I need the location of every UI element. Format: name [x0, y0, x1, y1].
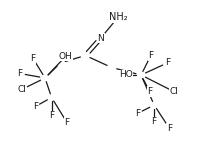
Text: F: F	[64, 118, 69, 127]
Text: F: F	[148, 51, 153, 60]
Text: F: F	[33, 102, 38, 111]
Text: Cl: Cl	[169, 87, 178, 96]
Text: F: F	[167, 124, 172, 133]
Text: F: F	[17, 69, 23, 78]
Text: F: F	[135, 109, 140, 118]
Text: Cl: Cl	[18, 85, 27, 94]
Text: F: F	[49, 111, 54, 120]
Text: OH: OH	[59, 52, 73, 61]
Text: HO: HO	[119, 71, 133, 80]
Text: NH₂: NH₂	[109, 12, 128, 22]
Text: F: F	[152, 117, 157, 126]
Text: F: F	[147, 87, 152, 96]
Text: F: F	[30, 54, 36, 63]
Text: N: N	[97, 34, 104, 43]
Text: F: F	[165, 58, 170, 67]
